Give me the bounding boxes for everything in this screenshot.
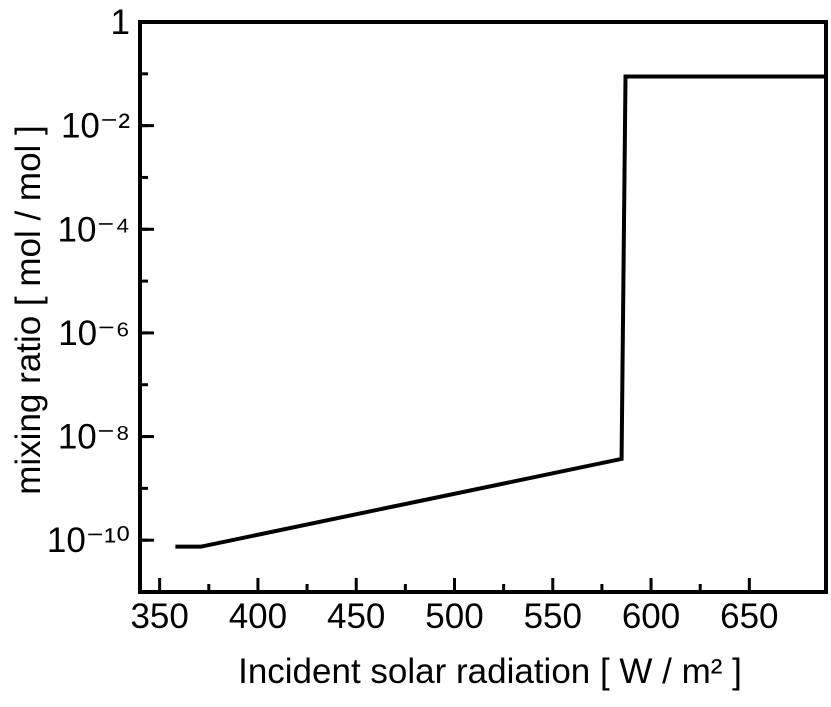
- x-tick-label: 600: [622, 597, 680, 636]
- x-tick-label: 650: [720, 597, 778, 636]
- x-tick-label: 500: [425, 597, 483, 636]
- x-tick-label: 350: [130, 597, 188, 636]
- y-tick-label: 1: [111, 3, 130, 42]
- x-tick-label: 550: [524, 597, 582, 636]
- plot-frame: [138, 20, 828, 594]
- x-tick-label: 400: [229, 597, 287, 636]
- y-tick-label: 10⁻⁸: [58, 418, 130, 457]
- x-axis-label: Incident solar radiation [ W / m² ]: [238, 652, 742, 691]
- y-axis-label: mixing ratio [ mol / mol ]: [9, 125, 48, 495]
- y-tick-label: 10⁻⁶: [58, 314, 130, 353]
- y-tick-label: 10⁻²: [61, 107, 130, 146]
- y-tick-label: 10⁻¹⁰: [47, 521, 130, 560]
- x-tick-label: 450: [327, 597, 385, 636]
- y-tick-label: 10⁻⁴: [58, 210, 130, 249]
- line-series: [175, 74, 826, 549]
